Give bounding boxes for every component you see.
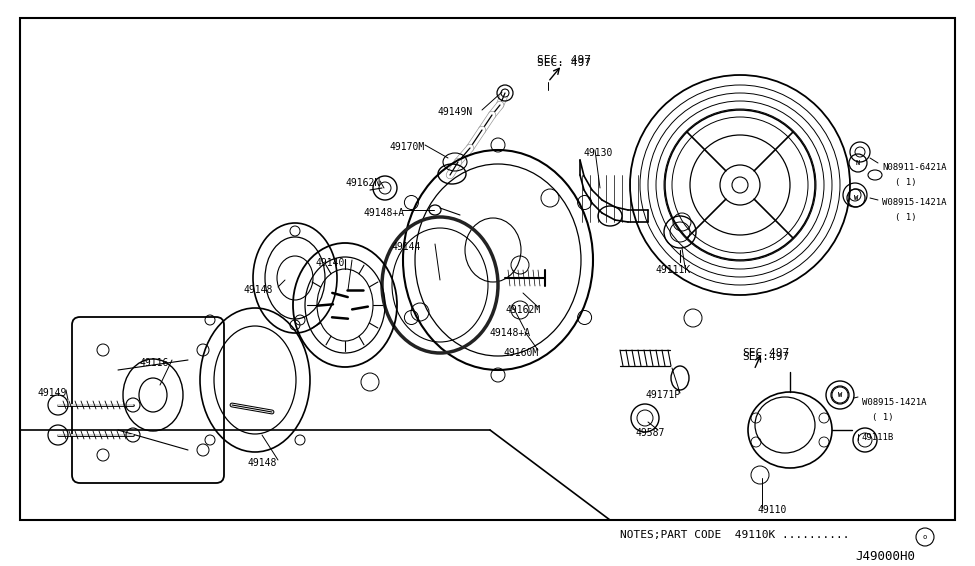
Text: 49149: 49149 [37,388,66,398]
Text: W08915-1421A: W08915-1421A [882,198,947,207]
Text: SEC. 497: SEC. 497 [537,58,591,68]
Bar [20,18,955,520]
Text: W: W [838,392,842,398]
Text: NOTES;PART CODE  49110K ..........: NOTES;PART CODE 49110K .......... [620,530,849,540]
Text: 49148+A: 49148+A [363,208,404,218]
FancyBboxPatch shape [72,317,224,483]
Text: 49111K: 49111K [656,265,691,275]
Text: 49162N: 49162N [345,178,380,188]
Text: N08911-6421A: N08911-6421A [882,163,947,172]
Text: W: W [854,195,858,201]
Text: 49148+A: 49148+A [490,328,531,338]
Text: 49160M: 49160M [503,348,538,358]
Text: ( 1): ( 1) [895,178,916,187]
Text: 49130: 49130 [583,148,612,158]
Text: 49116: 49116 [140,358,170,368]
Text: N: N [856,160,860,166]
Text: o: o [923,534,927,540]
Text: ( 1): ( 1) [872,413,893,422]
Text: 49144: 49144 [392,242,421,252]
Text: J49000H0: J49000H0 [855,550,915,563]
Text: 49148: 49148 [244,285,273,295]
Text: 49587: 49587 [635,428,664,438]
Text: 49111B: 49111B [862,433,894,442]
Text: 49171P: 49171P [645,390,681,400]
Polygon shape [580,160,648,222]
Text: 49140: 49140 [315,258,344,268]
Text: 49170M: 49170M [390,142,425,152]
Text: SEC. 497: SEC. 497 [537,55,591,65]
Text: 49162M: 49162M [505,305,540,315]
Text: 49148: 49148 [247,458,276,468]
Text: 49149N: 49149N [437,107,472,117]
Text: SEC.497: SEC.497 [742,352,789,362]
Text: ( 1): ( 1) [895,213,916,222]
Text: W08915-1421A: W08915-1421A [862,398,926,407]
Text: 49110: 49110 [758,505,788,515]
Text: SEC.497: SEC.497 [742,348,789,358]
